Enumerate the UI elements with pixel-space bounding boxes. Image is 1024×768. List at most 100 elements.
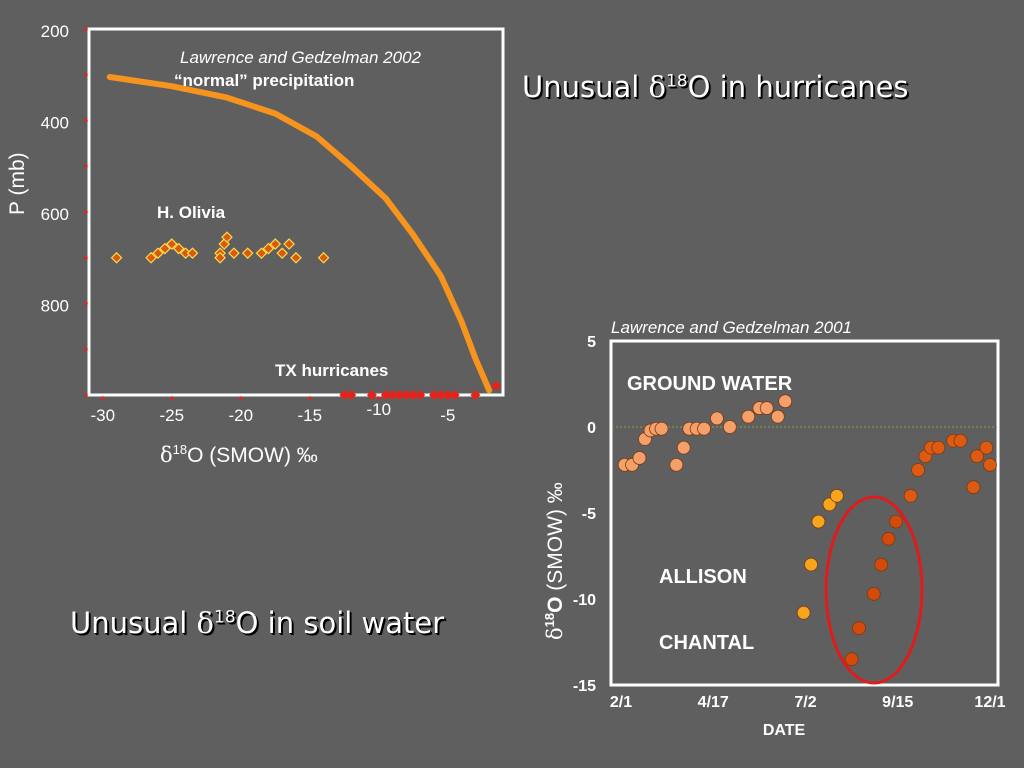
y-tick-label: 200 bbox=[41, 22, 69, 41]
tx-hurricane-point bbox=[415, 390, 426, 400]
olivia-point bbox=[241, 247, 254, 260]
x-tick-label: -30 bbox=[91, 406, 116, 425]
tx-hurricane-point bbox=[429, 390, 439, 400]
hurricane-highlight-ellipse bbox=[824, 495, 924, 685]
x-tick-mark bbox=[101, 396, 105, 400]
olivia-point bbox=[317, 251, 330, 264]
y-tick-mark bbox=[84, 255, 88, 260]
normal-precipitation-curve bbox=[106, 74, 493, 394]
y-tick-mark bbox=[84, 118, 88, 123]
heading-soil-water: Unusual δ18O in soil water bbox=[70, 606, 445, 640]
tx-hurricane-point bbox=[408, 390, 419, 400]
tx-hurricane-point bbox=[366, 390, 377, 400]
x-tick-label: -20 bbox=[229, 406, 254, 425]
chart1-xlabel: δ18O (SMOW) ‰ bbox=[160, 442, 318, 467]
data-point-ground bbox=[710, 411, 724, 426]
olivia-point bbox=[221, 231, 233, 244]
tx-hurricane-point bbox=[387, 390, 398, 400]
y-tick-label: 800 bbox=[41, 297, 69, 316]
data-point-late bbox=[979, 440, 994, 455]
olivia-point bbox=[172, 242, 185, 255]
tx-hurricane-point bbox=[339, 390, 350, 400]
data-point-ground bbox=[741, 409, 756, 424]
olivia-point bbox=[228, 247, 240, 260]
x-tick-label: 12/1 bbox=[974, 694, 1005, 711]
chart2-citation: Lawrence and Gedzelman 2001 bbox=[611, 318, 852, 337]
tx-hurricane-point bbox=[442, 390, 453, 400]
olivia-point bbox=[283, 238, 295, 250]
data-point-allison bbox=[796, 605, 811, 620]
chart1-citation: Lawrence and Gedzelman 2002 bbox=[180, 48, 422, 67]
olivia-point bbox=[165, 238, 178, 250]
delta-symbol: δ bbox=[196, 606, 214, 640]
y-tick-label: -10 bbox=[573, 592, 596, 609]
data-point-chantal bbox=[852, 621, 866, 636]
normal-precip-label: “normal” precipitation bbox=[174, 71, 354, 90]
data-point-late bbox=[931, 440, 946, 455]
olivia-label: H. Olivia bbox=[157, 203, 226, 222]
olivia-point bbox=[262, 242, 275, 255]
chart1-frame bbox=[87, 27, 505, 397]
data-point-ground bbox=[632, 451, 647, 465]
tx-hurricane-point bbox=[435, 390, 446, 400]
data-point-ground bbox=[778, 394, 793, 409]
allison-label: ALLISON bbox=[659, 566, 747, 588]
data-point-ground bbox=[654, 421, 669, 436]
x-tick-label: 7/2 bbox=[794, 694, 816, 711]
y-tick-label: 5 bbox=[587, 334, 596, 351]
data-point-chantal bbox=[881, 531, 896, 546]
y-tick-mark bbox=[84, 210, 88, 214]
y-tick-label: 400 bbox=[41, 114, 69, 133]
tx-hurricane-point bbox=[401, 390, 412, 400]
ground-water-label: GROUND WATER bbox=[627, 373, 793, 395]
chart2-ylabel: δ18O (SMOW) ‰ bbox=[542, 482, 567, 640]
x-tick-label: 2/1 bbox=[610, 694, 632, 711]
x-tick-mark bbox=[170, 396, 174, 400]
data-point-ground bbox=[759, 401, 774, 415]
data-point-late bbox=[983, 457, 997, 472]
x-tick-label: 4/17 bbox=[698, 694, 729, 711]
tx-hurricane-point bbox=[346, 390, 357, 400]
tx-hurricane-point bbox=[380, 390, 391, 400]
data-point-allison bbox=[829, 488, 844, 503]
olivia-point bbox=[290, 251, 302, 264]
olivia-point bbox=[269, 238, 282, 250]
data-point-ground bbox=[697, 421, 711, 436]
y-tick-label: 600 bbox=[41, 205, 69, 224]
data-point-late bbox=[911, 463, 925, 477]
olivia-point bbox=[186, 247, 199, 260]
chart2-frame bbox=[609, 339, 1000, 687]
chart1-ylabel: P (mb) bbox=[6, 152, 29, 215]
x-tick-mark bbox=[239, 396, 243, 400]
data-point-chantal bbox=[889, 514, 903, 529]
y-tick-label: -15 bbox=[573, 678, 596, 695]
data-point-chantal bbox=[844, 652, 859, 667]
data-point-allison bbox=[811, 514, 826, 529]
y-tick-mark bbox=[84, 164, 88, 169]
olivia-point bbox=[214, 251, 226, 264]
chantal-label: CHANTAL bbox=[659, 632, 754, 654]
x-tick-label: -5 bbox=[440, 406, 455, 425]
tx-hurricanes-label: TX hurricanes bbox=[275, 361, 388, 380]
data-point-ground bbox=[770, 409, 785, 424]
tx-hurricane-point bbox=[491, 380, 502, 391]
tx-hurricane-point bbox=[449, 390, 460, 400]
olivia-point bbox=[145, 251, 157, 264]
data-point-chantal bbox=[866, 586, 881, 601]
data-point-allison bbox=[804, 557, 818, 572]
y-tick-mark bbox=[84, 347, 88, 352]
x-tick-label: -25 bbox=[160, 406, 185, 425]
y-tick-mark bbox=[84, 301, 88, 306]
chart2-xlabel: DATE bbox=[763, 722, 806, 739]
data-point-ground bbox=[669, 457, 684, 472]
data-point-chantal bbox=[874, 557, 889, 572]
x-tick-label: -15 bbox=[298, 406, 323, 425]
data-point-late bbox=[966, 480, 981, 495]
delta-symbol: δ bbox=[648, 70, 666, 104]
data-point-late bbox=[970, 449, 984, 464]
data-point-ground bbox=[676, 440, 691, 455]
y-tick-mark bbox=[84, 72, 88, 77]
